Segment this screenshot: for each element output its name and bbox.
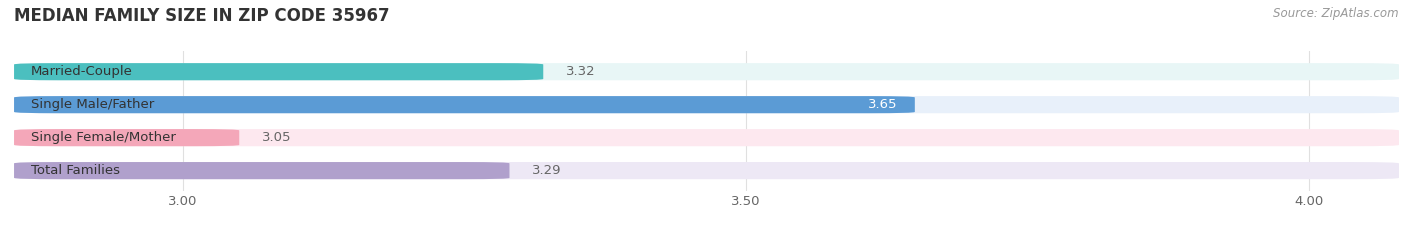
- Text: Total Families: Total Families: [31, 164, 120, 177]
- FancyBboxPatch shape: [14, 63, 1399, 80]
- FancyBboxPatch shape: [14, 129, 1399, 146]
- Text: 3.65: 3.65: [869, 98, 898, 111]
- FancyBboxPatch shape: [14, 96, 915, 113]
- Text: 3.05: 3.05: [262, 131, 291, 144]
- FancyBboxPatch shape: [14, 162, 1399, 179]
- Text: 3.29: 3.29: [531, 164, 561, 177]
- FancyBboxPatch shape: [14, 63, 543, 80]
- Text: Single Female/Mother: Single Female/Mother: [31, 131, 176, 144]
- Text: Source: ZipAtlas.com: Source: ZipAtlas.com: [1274, 7, 1399, 20]
- Text: 3.32: 3.32: [565, 65, 595, 78]
- FancyBboxPatch shape: [14, 162, 509, 179]
- FancyBboxPatch shape: [14, 129, 239, 146]
- Text: Married-Couple: Married-Couple: [31, 65, 132, 78]
- Text: Single Male/Father: Single Male/Father: [31, 98, 155, 111]
- FancyBboxPatch shape: [14, 96, 1399, 113]
- Text: MEDIAN FAMILY SIZE IN ZIP CODE 35967: MEDIAN FAMILY SIZE IN ZIP CODE 35967: [14, 7, 389, 25]
